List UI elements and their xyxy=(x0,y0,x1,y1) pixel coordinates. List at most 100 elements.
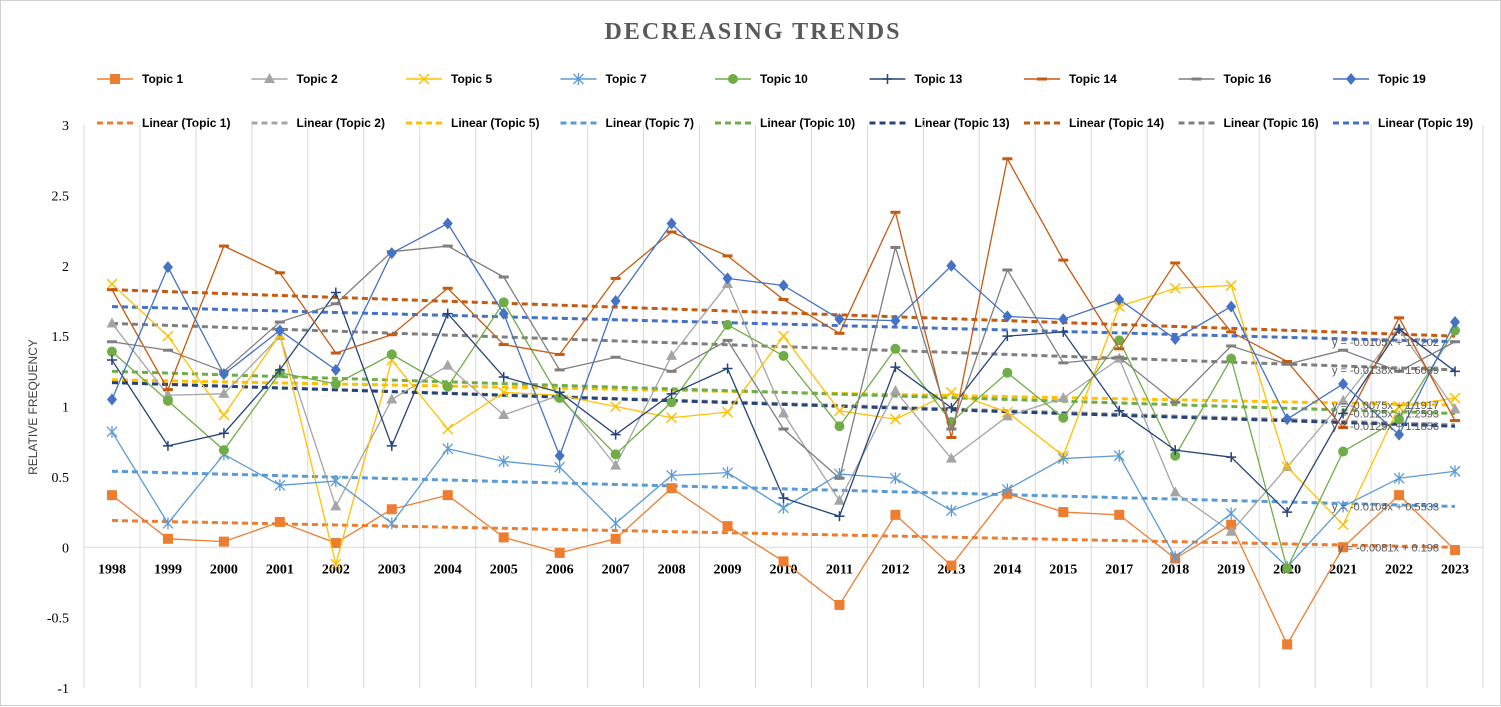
data-point xyxy=(498,455,510,468)
trendline-equations: y = -0.0081x + 0.198 y = -0.0075x + 1.191… xyxy=(1332,337,1439,554)
data-point xyxy=(1170,261,1181,265)
data-point xyxy=(162,517,174,530)
data-point xyxy=(1394,490,1405,501)
x-tick-label: 2006 xyxy=(546,562,574,577)
data-point xyxy=(1057,392,1069,403)
legend-label: Topic 10 xyxy=(760,72,808,86)
x-tick-label: 1998 xyxy=(98,562,126,577)
data-point xyxy=(890,509,901,520)
data-point xyxy=(1002,367,1013,378)
data-point xyxy=(946,427,957,431)
data-point xyxy=(666,483,677,494)
data-point xyxy=(1058,326,1069,337)
x-tick-label: 2001 xyxy=(266,562,294,577)
data-point xyxy=(722,363,733,374)
series-group xyxy=(106,217,1461,462)
data-point xyxy=(106,278,118,290)
legend-label: Linear (Topic 10) xyxy=(760,116,855,130)
legend-label: Linear (Topic 1) xyxy=(142,116,230,130)
data-point xyxy=(834,313,845,326)
data-point xyxy=(1225,525,1237,536)
legend-label: Linear (Topic 7) xyxy=(606,116,694,130)
trendline-equation: y = -0.0081x + 0.198 xyxy=(1338,542,1439,554)
data-point xyxy=(1226,330,1237,334)
data-point xyxy=(778,501,789,514)
data-point xyxy=(1114,347,1125,351)
data-point xyxy=(442,308,453,319)
y-axis-ticks: -1 -0.5 0 0.5 1 1.5 2 2.5 3 xyxy=(47,119,69,697)
x-tick-label: 2015 xyxy=(1049,562,1077,577)
data-point xyxy=(386,517,398,530)
data-point xyxy=(1450,366,1461,377)
x-tick-label: 2002 xyxy=(322,562,350,577)
data-point xyxy=(498,275,509,279)
data-point xyxy=(722,319,733,330)
legend-label: Topic 2 xyxy=(297,72,338,86)
data-point xyxy=(162,261,173,274)
data-point xyxy=(162,395,173,406)
data-point xyxy=(1450,340,1461,344)
data-point xyxy=(1394,324,1405,335)
data-point xyxy=(1282,413,1293,426)
data-point xyxy=(1282,359,1293,363)
data-point xyxy=(1001,406,1013,418)
trendline xyxy=(111,519,1456,549)
data-point xyxy=(1226,452,1237,463)
x-tick-label: 2008 xyxy=(658,562,686,577)
data-point xyxy=(162,348,173,352)
data-point xyxy=(945,386,957,398)
legend-label: Topic 7 xyxy=(606,72,647,86)
data-point xyxy=(1002,157,1013,161)
data-point xyxy=(1226,519,1237,530)
legend-marker xyxy=(110,74,120,84)
data-point xyxy=(1282,362,1293,366)
x-tick-label: 2021 xyxy=(1329,562,1357,577)
data-point xyxy=(890,362,901,373)
legend-label: Linear (Topic 5) xyxy=(451,116,539,130)
data-point xyxy=(498,297,509,308)
data-point xyxy=(946,402,957,413)
x-tick-label: 2014 xyxy=(993,562,1021,577)
series-group xyxy=(106,287,1461,522)
trendline-equation: y = -0.0138x + 1.6089 xyxy=(1332,365,1439,377)
data-point xyxy=(274,516,285,527)
data-point xyxy=(386,504,397,515)
legend-marker xyxy=(418,73,430,85)
data-point xyxy=(889,385,901,396)
grid xyxy=(83,125,1484,688)
data-point xyxy=(330,287,341,298)
data-point xyxy=(1170,445,1181,456)
data-point xyxy=(442,423,454,435)
data-point xyxy=(945,452,957,463)
data-point xyxy=(834,476,845,480)
legend-label: Linear (Topic 19) xyxy=(1378,116,1473,130)
data-point xyxy=(834,599,845,610)
data-point xyxy=(1170,450,1181,461)
data-point xyxy=(1394,414,1405,425)
series-line xyxy=(111,283,1456,567)
data-point xyxy=(833,494,845,505)
y-tick-label: 1.5 xyxy=(52,330,70,345)
data-point xyxy=(330,475,342,488)
data-point xyxy=(1338,408,1349,419)
data-point xyxy=(1114,509,1125,520)
data-point xyxy=(1338,542,1349,553)
data-point xyxy=(106,425,118,438)
data-point xyxy=(442,490,453,501)
data-point xyxy=(162,440,173,451)
data-point xyxy=(722,338,733,342)
data-point xyxy=(1449,392,1461,404)
data-point xyxy=(218,536,229,547)
x-axis-ticks: 1998 1999 2000 2001 2002 2003 2004 2005 2006 2007… xyxy=(98,562,1469,577)
legend-marker xyxy=(728,74,738,84)
data-point xyxy=(1002,310,1013,323)
data-point xyxy=(722,254,733,258)
data-point xyxy=(1394,316,1405,320)
data-point xyxy=(1282,563,1293,574)
y-tick-label: 2.5 xyxy=(52,189,70,204)
data-point xyxy=(666,217,677,230)
data-point xyxy=(610,355,621,359)
data-point xyxy=(554,547,565,558)
data-point xyxy=(778,556,789,567)
